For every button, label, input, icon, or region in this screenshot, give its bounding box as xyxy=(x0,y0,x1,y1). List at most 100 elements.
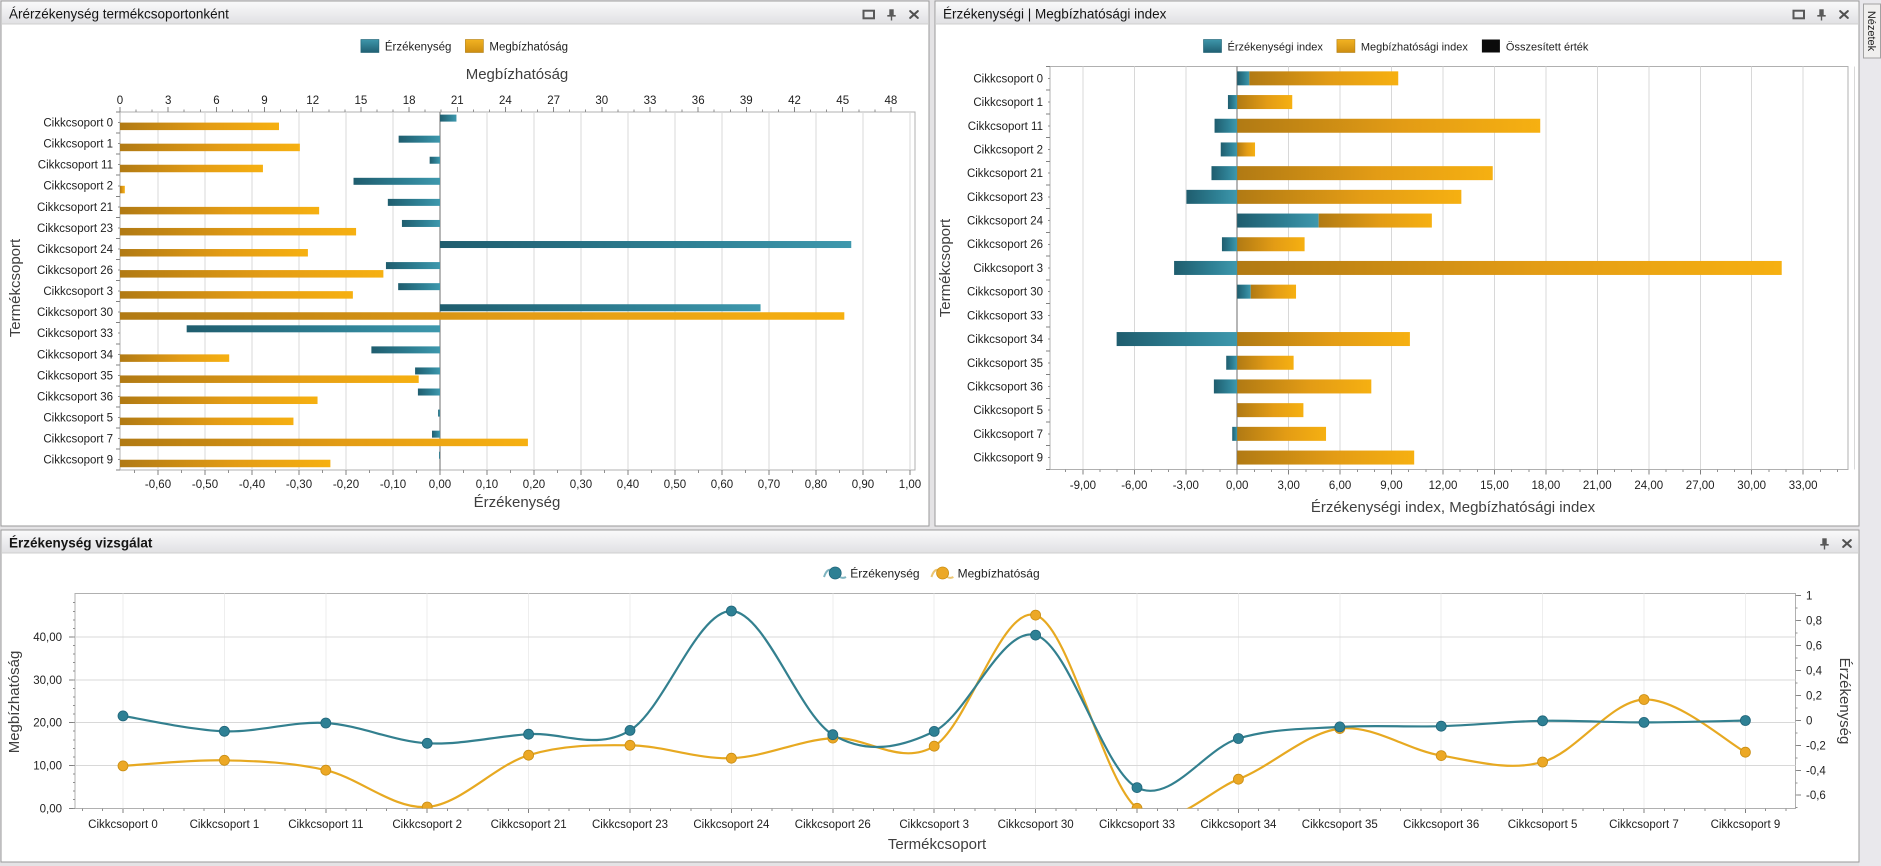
svg-text:Cikkcsoport 9: Cikkcsoport 9 xyxy=(1711,819,1781,831)
svg-text:10,00: 10,00 xyxy=(33,761,62,773)
svg-text:Megbízhatóság: Megbízhatóság xyxy=(6,651,23,754)
svg-text:Cikkcsoport 11: Cikkcsoport 11 xyxy=(38,160,113,172)
svg-text:Nézetek: Nézetek xyxy=(1865,11,1877,52)
svg-text:Cikkcsoport 0: Cikkcsoport 0 xyxy=(43,118,113,130)
svg-text:Cikkcsoport 24: Cikkcsoport 24 xyxy=(693,819,770,831)
svg-text:Cikkcsoport 21: Cikkcsoport 21 xyxy=(967,168,1043,180)
svg-text:Cikkcsoport 23: Cikkcsoport 23 xyxy=(37,223,113,235)
svg-text:Cikkcsoport 3: Cikkcsoport 3 xyxy=(899,819,969,831)
svg-text:Cikkcsoport 30: Cikkcsoport 30 xyxy=(998,819,1074,831)
svg-text:27: 27 xyxy=(547,95,560,107)
svg-text:9,00: 9,00 xyxy=(1380,480,1402,492)
svg-text:-0,10: -0,10 xyxy=(380,479,406,491)
svg-text:-0,50: -0,50 xyxy=(192,479,218,491)
svg-text:Érzékenység: Érzékenység xyxy=(474,494,561,511)
svg-text:Cikkcsoport 33: Cikkcsoport 33 xyxy=(37,328,113,340)
svg-text:Cikkcsoport 2: Cikkcsoport 2 xyxy=(392,819,462,831)
svg-text:0,00: 0,00 xyxy=(40,803,62,815)
svg-text:0,40: 0,40 xyxy=(617,479,639,491)
svg-text:Cikkcsoport 2: Cikkcsoport 2 xyxy=(43,181,113,193)
svg-text:Cikkcsoport 9: Cikkcsoport 9 xyxy=(43,455,113,467)
svg-text:Cikkcsoport 7: Cikkcsoport 7 xyxy=(973,429,1043,441)
svg-text:Cikkcsoport 3: Cikkcsoport 3 xyxy=(43,286,113,298)
svg-text:-0,4: -0,4 xyxy=(1806,765,1826,777)
svg-text:12,00: 12,00 xyxy=(1429,480,1458,492)
svg-text:-0,20: -0,20 xyxy=(333,479,359,491)
svg-text:24: 24 xyxy=(499,95,512,107)
svg-text:0,90: 0,90 xyxy=(852,479,874,491)
svg-text:0,8: 0,8 xyxy=(1806,615,1822,627)
svg-text:Cikkcsoport 2: Cikkcsoport 2 xyxy=(973,144,1043,156)
svg-text:3,00: 3,00 xyxy=(1278,480,1300,492)
svg-text:Cikkcsoport 21: Cikkcsoport 21 xyxy=(37,202,113,214)
svg-text:15,00: 15,00 xyxy=(1480,480,1509,492)
svg-text:Cikkcsoport 7: Cikkcsoport 7 xyxy=(43,434,113,446)
svg-text:-0,30: -0,30 xyxy=(286,479,312,491)
svg-text:12: 12 xyxy=(306,95,319,107)
svg-text:Cikkcsoport 35: Cikkcsoport 35 xyxy=(1302,819,1378,831)
svg-text:Cikkcsoport 34: Cikkcsoport 34 xyxy=(967,334,1044,346)
svg-text:Cikkcsoport 0: Cikkcsoport 0 xyxy=(973,73,1043,85)
svg-text:Termékcsoport: Termékcsoport xyxy=(7,238,24,337)
svg-text:-0,40: -0,40 xyxy=(239,479,265,491)
svg-text:30,00: 30,00 xyxy=(33,675,62,687)
svg-text:Cikkcsoport 36: Cikkcsoport 36 xyxy=(967,381,1043,393)
svg-text:Cikkcsoport 24: Cikkcsoport 24 xyxy=(37,244,114,256)
svg-text:Cikkcsoport 34: Cikkcsoport 34 xyxy=(37,349,114,361)
svg-text:Cikkcsoport 1: Cikkcsoport 1 xyxy=(190,819,260,831)
svg-text:Cikkcsoport 5: Cikkcsoport 5 xyxy=(973,405,1043,417)
svg-text:0: 0 xyxy=(1806,715,1812,727)
svg-text:Megbízhatósági index: Megbízhatósági index xyxy=(1361,42,1469,54)
svg-text:Cikkcsoport 23: Cikkcsoport 23 xyxy=(967,192,1043,204)
svg-text:18: 18 xyxy=(403,95,416,107)
svg-text:Cikkcsoport 0: Cikkcsoport 0 xyxy=(88,819,158,831)
svg-text:6: 6 xyxy=(213,95,219,107)
svg-text:Cikkcsoport 34: Cikkcsoport 34 xyxy=(1200,819,1277,831)
svg-text:Cikkcsoport 3: Cikkcsoport 3 xyxy=(973,263,1043,275)
svg-text:1: 1 xyxy=(1806,590,1812,602)
svg-text:0,4: 0,4 xyxy=(1806,665,1823,677)
svg-text:0,80: 0,80 xyxy=(805,479,827,491)
svg-text:Cikkcsoport 36: Cikkcsoport 36 xyxy=(37,392,113,404)
svg-text:Érzékenység vizsgálat: Érzékenység vizsgálat xyxy=(9,536,153,551)
svg-text:0,2: 0,2 xyxy=(1806,690,1822,702)
svg-text:0,70: 0,70 xyxy=(758,479,780,491)
svg-text:Cikkcsoport 23: Cikkcsoport 23 xyxy=(592,819,668,831)
svg-text:-0,2: -0,2 xyxy=(1806,740,1826,752)
svg-text:39: 39 xyxy=(740,95,753,107)
svg-text:Cikkcsoport 35: Cikkcsoport 35 xyxy=(967,358,1043,370)
svg-text:42: 42 xyxy=(788,95,801,107)
svg-text:0: 0 xyxy=(117,95,123,107)
svg-text:Cikkcsoport 5: Cikkcsoport 5 xyxy=(43,413,113,425)
svg-text:33,00: 33,00 xyxy=(1789,480,1818,492)
svg-text:Érzékenységi index: Érzékenységi index xyxy=(1228,41,1324,54)
svg-text:Cikkcsoport 33: Cikkcsoport 33 xyxy=(1099,819,1175,831)
svg-text:Cikkcsoport 11: Cikkcsoport 11 xyxy=(288,819,363,831)
svg-text:20,00: 20,00 xyxy=(33,718,62,730)
svg-text:0,50: 0,50 xyxy=(664,479,686,491)
svg-text:0,30: 0,30 xyxy=(570,479,592,491)
svg-text:Cikkcsoport 1: Cikkcsoport 1 xyxy=(43,139,113,151)
svg-text:24,00: 24,00 xyxy=(1634,480,1663,492)
svg-text:Érzékenységi index, Megbízható: Érzékenységi index, Megbízhatósági index xyxy=(1311,499,1596,516)
svg-text:Cikkcsoport 36: Cikkcsoport 36 xyxy=(1403,819,1479,831)
svg-text:Megbízhatóság: Megbízhatóság xyxy=(466,66,569,83)
svg-text:-0,6: -0,6 xyxy=(1806,790,1826,802)
svg-text:Cikkcsoport 26: Cikkcsoport 26 xyxy=(967,239,1043,251)
svg-text:Megbízhatóság: Megbízhatóság xyxy=(958,567,1040,581)
svg-text:30,00: 30,00 xyxy=(1737,480,1766,492)
svg-text:Cikkcsoport 26: Cikkcsoport 26 xyxy=(795,819,871,831)
svg-text:0,60: 0,60 xyxy=(711,479,733,491)
svg-text:40,00: 40,00 xyxy=(33,632,62,644)
svg-text:Cikkcsoport 30: Cikkcsoport 30 xyxy=(967,287,1043,299)
svg-text:36: 36 xyxy=(692,95,705,107)
svg-text:21: 21 xyxy=(451,95,464,107)
svg-text:Összesített érték: Összesített érték xyxy=(1506,42,1589,54)
svg-text:Cikkcsoport 7: Cikkcsoport 7 xyxy=(1609,819,1679,831)
svg-text:-6,00: -6,00 xyxy=(1121,480,1147,492)
svg-text:Érzékenység: Érzékenység xyxy=(850,566,919,581)
svg-text:0,20: 0,20 xyxy=(523,479,545,491)
svg-text:21,00: 21,00 xyxy=(1583,480,1612,492)
svg-text:Cikkcsoport 24: Cikkcsoport 24 xyxy=(967,216,1044,228)
svg-text:18,00: 18,00 xyxy=(1532,480,1561,492)
